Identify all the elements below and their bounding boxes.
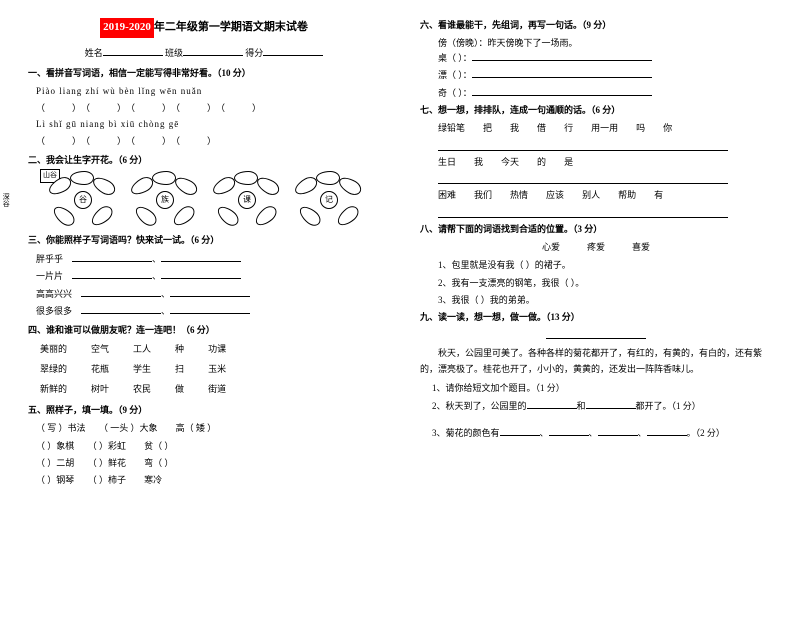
section-4-heading: 四、谁和谁可以做朋友呢？连一连吧！（6 分） (28, 323, 380, 337)
flower-char-4: 记 (320, 191, 338, 209)
exam-title: 2019-2020年二年级第一学期语文期末试卷 (28, 18, 380, 38)
score-blank (263, 46, 323, 56)
right-column: 六、看谁最能干，先组词，再写一句话。（9 分） 傍（傍晚）：昨天傍晚下了一场雨。… (420, 18, 772, 600)
flowers-row: 山谷 谷 族 课 记 (48, 171, 380, 227)
name-blank (103, 46, 163, 56)
section-3-heading: 三、你能照样子写词语吗？快来试一试。（6 分） (28, 233, 380, 247)
title-text: 年二年级第一学期语文期末试卷 (154, 21, 308, 33)
s9-q2: 2、秋天到了，公园里的和都开了。（1 分） (420, 399, 772, 413)
flower-4: 记 (294, 171, 364, 227)
section-5-heading: 五、照样子，填一填。（9 分） (28, 403, 380, 417)
flower-2: 族 (130, 171, 200, 227)
s9-paragraph: 秋天，公园里可美了。各种各样的菊花都开了，有红的，有黄的，有白的，还有紫的，漂亮… (420, 346, 772, 377)
class-blank (183, 46, 243, 56)
flower-1: 山谷 谷 (48, 171, 118, 227)
flower-3: 课 (212, 171, 282, 227)
title-blank (546, 329, 646, 339)
match-row-2: 翠绿的花瓶学生扫玉米 (28, 362, 380, 376)
left-column: 2019-2020年二年级第一学期语文期末试卷 姓名 班级 得分 一、看拼音写词… (28, 18, 380, 600)
paren-row-1: （ ） （ ） （ ） （ ） （ ） (36, 101, 380, 115)
section-3-content: 胖乎乎 、 一片片 、 高高兴兴 、 很多很多 、 (28, 252, 380, 319)
s7-line1: 绿铅笔把我借行用一用吗你 (420, 121, 772, 135)
section-1-heading: 一、看拼音写词语，相信一定能写得非常好看。（10 分） (28, 66, 380, 80)
s8-q3: 3、我很（ ）我的弟弟。 (420, 293, 772, 307)
section-2-heading: 二、我会让生字开花。（6 分） (28, 153, 380, 167)
match-row-1: 美丽的空气工人种功课 (28, 342, 380, 356)
s8-q2: 2、我有一支漂亮的钢笔，我很（ ）。 (420, 276, 772, 290)
s9-q1: 1、请你给短文加个题目。（1 分） (420, 381, 772, 395)
pinyin-row-1: Piào liang zhí wù bèn lǐng wēn nuǎn (36, 84, 380, 98)
pinyin-row-2: Lì shǐ gū niang bì xiū chòng gē (36, 117, 380, 131)
flower-char-1: 谷 (74, 191, 92, 209)
match-row-3: 新鲜的树叶农民做街道 (28, 382, 380, 396)
section-1-content: Piào liang zhí wù bèn lǐng wēn nuǎn （ ） … (28, 84, 380, 148)
s8-words: 心爱 疼爱 喜爱 (420, 240, 772, 254)
s8-q1: 1、包里就是没有我（ ）的裙子。 (420, 258, 772, 272)
title-year: 2019-2020 (100, 18, 154, 38)
side-label: 深谷 (0, 193, 11, 207)
flower-char-2: 族 (156, 191, 174, 209)
student-info: 姓名 班级 得分 (28, 46, 380, 60)
paren-row-2: （ ） （ ） （ ） （ ） (36, 134, 380, 148)
section-6-heading: 六、看谁最能干，先组词，再写一句话。（9 分） (420, 18, 772, 32)
section-8-heading: 八、请帮下面的词语找到合适的位置。（3 分） (420, 222, 772, 236)
section-6-example: 傍（傍晚）：昨天傍晚下了一场雨。 (420, 36, 772, 50)
s9-q3: 3、菊花的颜色有、、、。（2 分） (420, 426, 772, 440)
flowers-container: 深谷 山谷 谷 族 课 记 (28, 171, 380, 227)
section-9-heading: 九、读一读，想一想，做一做。（13 分） (420, 310, 772, 324)
s7-line3: 困难我们热情应该别人帮助有 (420, 188, 772, 202)
s7-line2: 生日我今天的是 (420, 155, 772, 169)
section-7-heading: 七、想一想，排排队，连成一句通顺的话。（6 分） (420, 103, 772, 117)
flower-char-3: 课 (238, 191, 256, 209)
